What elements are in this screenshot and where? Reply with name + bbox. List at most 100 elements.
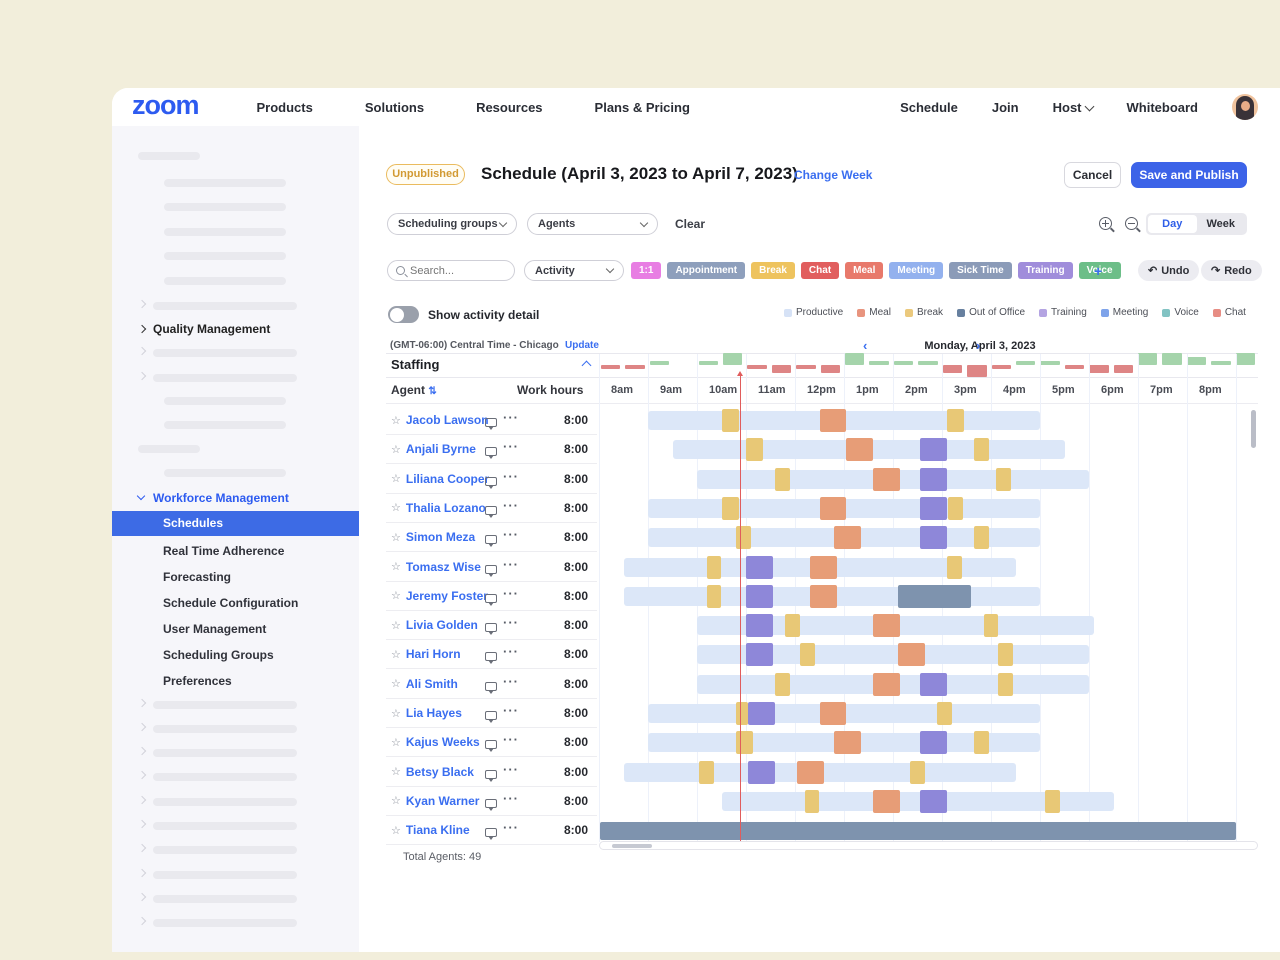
- nav-item-solutions[interactable]: Solutions: [364, 99, 425, 115]
- add-activity-button[interactable]: +: [1094, 263, 1103, 279]
- activity-chip-break[interactable]: Break: [751, 262, 795, 279]
- shift-block-meeting[interactable]: [919, 731, 947, 755]
- nav-item-resources[interactable]: Resources: [476, 99, 543, 115]
- agent-name-link[interactable]: Hari Horn: [405, 647, 461, 662]
- chat-bubble-icon[interactable]: [485, 443, 497, 461]
- shift-block-break[interactable]: [946, 409, 965, 432]
- shift-block-meal[interactable]: [819, 702, 847, 725]
- zoom-in-icon[interactable]: [1099, 217, 1112, 230]
- shift-block-break[interactable]: [699, 760, 715, 784]
- sidebar-item-real-time-adherence[interactable]: Real Time Adherence: [163, 544, 285, 558]
- shift-block-meeting[interactable]: [919, 438, 947, 462]
- agent-column-header[interactable]: Agent ⇅: [391, 383, 437, 397]
- more-options-icon[interactable]: ···: [503, 790, 519, 806]
- shift-block-meeting[interactable]: [748, 760, 776, 784]
- horizontal-scrollbar[interactable]: [599, 841, 1258, 850]
- activity-chip-sick-time[interactable]: Sick Time: [949, 262, 1012, 279]
- chat-bubble-icon[interactable]: [485, 736, 497, 754]
- sidebar-item-schedule-configuration[interactable]: Schedule Configuration: [163, 596, 299, 610]
- agent-name-link[interactable]: Betsy Black: [405, 764, 474, 779]
- chat-bubble-icon[interactable]: [485, 473, 497, 491]
- shift-block-meal[interactable]: [819, 496, 847, 520]
- sidebar-item-forecasting[interactable]: Forecasting: [163, 570, 232, 584]
- more-options-icon[interactable]: ···: [503, 439, 519, 455]
- chat-bubble-icon[interactable]: [485, 531, 497, 549]
- nav-item-schedule[interactable]: Schedule: [900, 99, 958, 115]
- star-icon[interactable]: ☆: [391, 414, 401, 427]
- agent-name-link[interactable]: Simon Meza: [405, 530, 476, 545]
- sidebar-item-schedules-selected[interactable]: Schedules: [112, 511, 359, 536]
- shift-block-break[interactable]: [736, 526, 751, 550]
- shift-block-meeting[interactable]: [919, 789, 947, 813]
- shift-bar-productive[interactable]: [721, 791, 1114, 811]
- nav-item-plans-pricing[interactable]: Plans & Pricing: [594, 99, 690, 115]
- chat-bubble-icon[interactable]: [485, 707, 497, 725]
- star-icon[interactable]: ☆: [391, 531, 401, 544]
- prev-day-icon[interactable]: ‹: [863, 338, 868, 353]
- shift-block-meal[interactable]: [846, 438, 874, 462]
- vertical-scrollbar[interactable]: [1251, 410, 1256, 448]
- agent-name-link[interactable]: Livia Golden: [405, 618, 478, 633]
- shift-block-meeting[interactable]: [746, 643, 773, 667]
- redo-button[interactable]: ↷ Redo: [1201, 260, 1262, 281]
- agent-name-link[interactable]: Liliana Cooper: [405, 471, 490, 486]
- shift-block-break[interactable]: [721, 496, 739, 520]
- shift-block-break[interactable]: [746, 438, 764, 462]
- activity-chip-voice[interactable]: Voice: [1078, 262, 1121, 279]
- more-options-icon[interactable]: ···: [503, 497, 519, 513]
- activity-chip-training[interactable]: Training: [1017, 262, 1073, 279]
- shift-block-meeting[interactable]: [919, 672, 947, 696]
- shift-block-break[interactable]: [706, 555, 722, 579]
- chat-bubble-icon[interactable]: [485, 766, 497, 784]
- more-options-icon[interactable]: ···: [503, 761, 519, 777]
- chat-bubble-icon[interactable]: [485, 414, 497, 432]
- chevron-right-icon[interactable]: [137, 324, 147, 334]
- undo-button[interactable]: ↶ Undo: [1138, 260, 1200, 281]
- shift-block-break[interactable]: [973, 526, 989, 550]
- shift-block-break[interactable]: [721, 409, 739, 432]
- shift-block-break[interactable]: [973, 731, 989, 755]
- shift-block-break[interactable]: [946, 555, 962, 579]
- clear-button[interactable]: Clear: [675, 217, 706, 231]
- week-tab[interactable]: Week: [1206, 218, 1236, 230]
- show-activity-detail-toggle[interactable]: [388, 306, 419, 323]
- chat-bubble-icon[interactable]: [485, 824, 497, 842]
- more-options-icon[interactable]: ···: [503, 468, 519, 484]
- more-options-icon[interactable]: ···: [503, 585, 519, 601]
- shift-block-meeting[interactable]: [746, 584, 773, 608]
- shift-block-break[interactable]: [947, 496, 963, 520]
- agent-name-link[interactable]: Lia Hayes: [405, 706, 462, 720]
- shift-block-break[interactable]: [799, 643, 815, 667]
- search-box[interactable]: [387, 260, 515, 281]
- nav-item-join[interactable]: Join: [991, 99, 1019, 115]
- shift-block-break[interactable]: [998, 672, 1014, 696]
- chat-bubble-icon[interactable]: [485, 795, 497, 813]
- more-options-icon[interactable]: ···: [503, 527, 519, 543]
- shift-block-meeting[interactable]: [919, 526, 947, 550]
- chat-bubble-icon[interactable]: [485, 502, 497, 520]
- shift-block-meal[interactable]: [834, 526, 862, 550]
- more-options-icon[interactable]: ···: [503, 615, 519, 631]
- shift-block-break[interactable]: [804, 789, 820, 813]
- shift-block-break[interactable]: [736, 702, 749, 725]
- agent-name-link[interactable]: Jeremy Foster: [405, 588, 488, 603]
- shift-block-break[interactable]: [1044, 789, 1060, 813]
- shift-block-break[interactable]: [736, 731, 754, 755]
- agent-name-link[interactable]: Ali Smith: [405, 676, 458, 691]
- shift-block-ooo[interactable]: [897, 584, 972, 608]
- nav-item-whiteboard[interactable]: Whiteboard: [1126, 99, 1199, 115]
- star-icon[interactable]: ☆: [391, 824, 401, 837]
- star-icon[interactable]: ☆: [391, 648, 401, 661]
- shift-block-meeting[interactable]: [919, 496, 947, 520]
- chat-bubble-icon[interactable]: [485, 678, 497, 696]
- scheduling-groups-select[interactable]: Scheduling groups: [387, 213, 517, 235]
- chevron-down-icon[interactable]: [136, 491, 146, 501]
- more-options-icon[interactable]: ···: [503, 703, 519, 718]
- shift-block-break[interactable]: [998, 643, 1014, 667]
- shift-bar-productive[interactable]: [697, 645, 1089, 665]
- shift-block-meeting[interactable]: [748, 702, 776, 725]
- day-tab[interactable]: Day: [1148, 215, 1197, 233]
- shift-block-break[interactable]: [983, 614, 999, 638]
- shift-block-break[interactable]: [910, 760, 925, 784]
- zoom-logo[interactable]: zoom: [132, 89, 199, 120]
